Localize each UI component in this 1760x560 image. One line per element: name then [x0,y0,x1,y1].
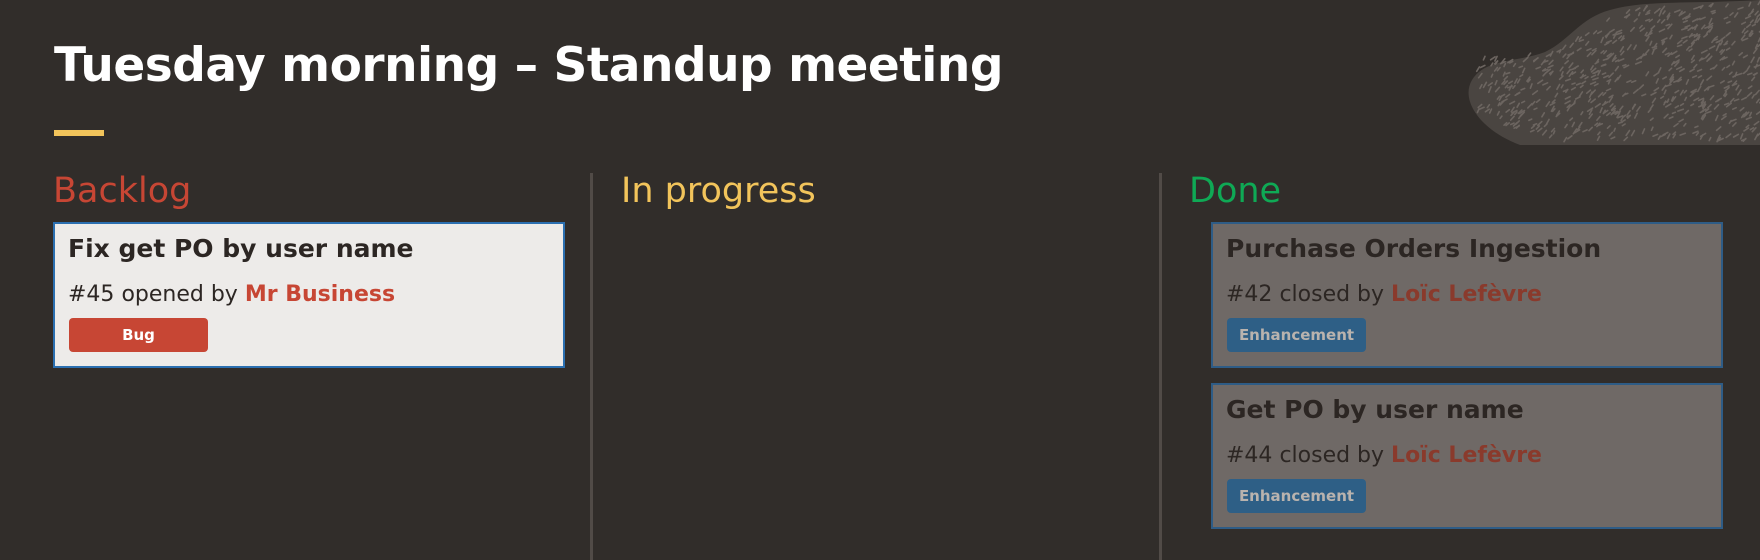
column-divider [590,173,593,560]
title-accent-rule [54,130,104,136]
issue-action: closed by [1279,282,1385,307]
column-title-done: Done [1189,171,1282,211]
issue-action: opened by [121,282,238,307]
card-meta: #42 closed by Loïc Lefèvre [1226,280,1542,310]
label-badge-enhancement[interactable]: Enhancement [1227,479,1366,513]
card-title[interactable]: Fix get PO by user name [68,234,414,263]
column-divider [1159,173,1162,560]
column-title-in-progress: In progress [621,171,816,211]
card-meta: #44 closed by Loïc Lefèvre [1226,441,1542,471]
issue-card[interactable]: Get PO by user name #44 closed by Loïc L… [1211,383,1723,529]
issue-card[interactable]: Purchase Orders Ingestion #42 closed by … [1211,222,1723,368]
page-title: Tuesday morning – Standup meeting [54,38,1003,93]
card-meta: #45 opened by Mr Business [68,280,395,310]
column-title-backlog: Backlog [53,171,192,211]
card-title[interactable]: Purchase Orders Ingestion [1226,234,1602,263]
decorative-texture [1468,0,1760,145]
issue-number: #45 [68,282,115,307]
issue-number: #42 [1226,282,1273,307]
issue-number: #44 [1226,443,1273,468]
label-badge-bug[interactable]: Bug [69,318,208,352]
issue-action: closed by [1279,443,1385,468]
issue-author[interactable]: Loïc Lefèvre [1391,443,1542,468]
issue-author[interactable]: Loïc Lefèvre [1391,282,1542,307]
card-title[interactable]: Get PO by user name [1226,395,1524,424]
issue-card[interactable]: Fix get PO by user name #45 opened by Mr… [53,222,565,368]
issue-author[interactable]: Mr Business [244,282,396,307]
label-badge-enhancement[interactable]: Enhancement [1227,318,1366,352]
